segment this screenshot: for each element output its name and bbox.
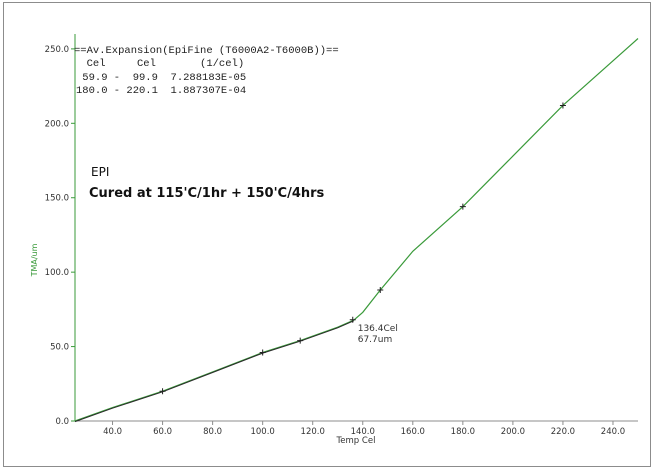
x-tick-group: 40.0 60.0 80.0 100.0 120.0 140.0 160.0 180.0 200… [103,421,625,437]
expansion-table-header: Cel Cel (1/cel) [74,58,244,70]
x-tick-label-7: 180.0 [451,427,475,437]
data-marker-1 [259,349,266,356]
x-tick-label-9: 220.0 [551,427,575,437]
x-tick-label-5: 140.0 [351,427,375,437]
x-tick-label-1: 60.0 [153,427,172,437]
y-tick-label-3: 150.0 [45,194,69,204]
y-tick-label-4: 200.0 [45,119,69,129]
x-tick-label-3: 100.0 [250,427,274,437]
x-tick-label-2: 80.0 [203,427,222,437]
x-tick-label-8: 200.0 [501,427,525,437]
chart-frame [3,2,651,467]
y-tick-label-2: 100.0 [45,268,69,278]
x-axis-label: Temp Cel [336,436,376,446]
data-marker-5 [459,203,466,210]
x-tick-label-4: 120.0 [301,427,325,437]
y-axis-label: TMA/um [30,243,39,277]
expansion-curve [74,38,639,422]
expansion-curve-lower [74,320,354,423]
expansion-table-row-2: 180.0 - 220.1 1.887307E-04 [76,85,246,97]
expansion-table-row-1: 59.9 - 99.9 7.288183E-05 [76,72,246,84]
x-tick-label-10: 240.0 [601,427,625,437]
annotation-temperature: 136.4Cel [358,324,398,334]
sample-label: EPI [91,165,109,179]
data-marker-0 [159,388,166,395]
expansion-table-title: ==Av.Expansion(EpiFine (T6000A2-T6000B))… [74,45,339,57]
data-marker-2 [297,337,304,344]
data-marker-6 [559,102,566,109]
y-tick-label-1: 50.0 [50,343,69,353]
y-tick-label-0: 0.0 [55,417,69,427]
annotation-value: 67.7um [358,335,393,345]
data-marker-3 [349,316,356,323]
cure-condition-label: Cured at 115'C/1hr + 150'C/4hrs [89,186,325,201]
y-tick-label-5: 250.0 [45,45,69,55]
y-tick-group: 0.0 50.0 100.0 150.0 200.0 250.0 [45,45,75,427]
data-marker-4 [377,287,384,294]
x-tick-label-0: 40.0 [103,427,122,437]
x-tick-label-6: 160.0 [401,427,425,437]
marker-group [159,102,566,395]
